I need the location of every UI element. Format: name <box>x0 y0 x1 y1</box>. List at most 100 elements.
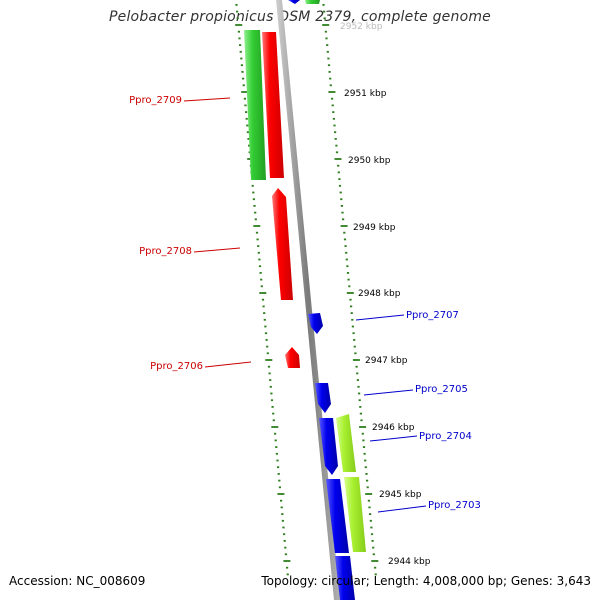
gene-label-ppro-2706[interactable]: Ppro_2706 <box>150 361 203 372</box>
minor-tick <box>364 466 367 469</box>
minor-tick <box>363 452 366 455</box>
minor-tick <box>274 432 277 435</box>
major-tick <box>340 225 348 227</box>
minor-tick <box>338 178 341 180</box>
minor-tick <box>275 446 278 448</box>
kbp-labels: 2952 kbp 2951 kbp 2950 kbp 2949 kbp 2948… <box>340 22 431 567</box>
gene-ppro-2708[interactable] <box>272 188 293 300</box>
minor-tick <box>236 17 239 20</box>
minor-tick <box>272 419 275 422</box>
minor-tick <box>337 164 340 167</box>
minor-tick <box>284 553 287 556</box>
minor-tick <box>255 231 259 234</box>
minor-tick <box>349 298 352 301</box>
minor-tick <box>244 104 247 107</box>
minor-tick <box>264 325 267 328</box>
minor-tick <box>370 533 374 536</box>
minor-tick <box>278 486 281 489</box>
minor-tick <box>252 191 255 194</box>
kbp-label: 2945 kbp <box>379 490 422 500</box>
gene-label-ppro-2707[interactable]: Ppro_2707 <box>406 310 459 321</box>
major-tick <box>371 560 379 562</box>
minor-tick <box>276 459 279 462</box>
minor-tick <box>366 486 369 489</box>
gene-label-ppro-2704[interactable]: Ppro_2704 <box>419 431 472 442</box>
minor-tick <box>331 104 334 107</box>
minor-tick <box>347 278 350 281</box>
minor-tick <box>239 44 242 46</box>
minor-tick <box>240 57 243 60</box>
minor-tick <box>281 513 284 515</box>
minor-tick <box>284 546 287 549</box>
minor-tick <box>242 84 245 87</box>
gene-label-ppro-2709[interactable]: Ppro_2709 <box>129 95 182 106</box>
minor-tick <box>346 265 349 268</box>
minor-tick <box>265 339 268 341</box>
minor-tick <box>343 238 347 241</box>
minor-tick <box>331 97 334 100</box>
gene-ppro-2707[interactable] <box>308 313 323 334</box>
gene-red-top[interactable] <box>262 32 284 178</box>
minor-tick <box>338 184 342 187</box>
gene-ppro-2706[interactable] <box>285 347 300 368</box>
minor-tick <box>280 499 283 502</box>
minor-tick <box>358 399 361 402</box>
minor-tick <box>260 285 263 288</box>
minor-tick <box>243 97 246 100</box>
gene-ppro-2703[interactable] <box>326 479 349 553</box>
gene-label-ppro-2708[interactable]: Ppro_2708 <box>139 246 192 257</box>
major-tick <box>277 493 285 495</box>
minor-tick <box>266 352 269 355</box>
minor-tick <box>345 258 348 261</box>
minor-tick <box>366 479 369 482</box>
minor-tick <box>355 365 358 368</box>
minor-tick <box>351 325 354 328</box>
minor-tick <box>323 17 326 20</box>
minor-tick <box>346 272 350 274</box>
minor-tick <box>369 513 372 515</box>
gene-label-ppro-2705[interactable]: Ppro_2705 <box>415 384 468 395</box>
minor-tick <box>245 111 248 113</box>
gene-lime-2703[interactable] <box>344 477 366 552</box>
gene-ppro-2709[interactable] <box>244 30 266 180</box>
major-tick <box>328 91 336 93</box>
minor-tick <box>334 138 337 140</box>
gene-fragment-top-green[interactable] <box>305 0 320 4</box>
gene-fragment-top-blue[interactable] <box>288 0 300 4</box>
minor-tick <box>281 519 284 522</box>
minor-tick <box>237 30 240 33</box>
minor-tick <box>274 439 277 442</box>
minor-tick <box>262 305 265 308</box>
minor-tick <box>254 211 257 214</box>
minor-tick <box>238 37 241 40</box>
minor-tick <box>278 479 281 482</box>
gene-bottom-blue[interactable] <box>335 556 355 600</box>
gene-ppro-2705[interactable] <box>315 383 331 413</box>
minor-tick <box>254 218 257 221</box>
minor-tick <box>286 573 289 576</box>
minor-tick <box>345 251 348 254</box>
gene-ppro-2704[interactable] <box>319 418 338 475</box>
minor-tick <box>372 546 375 549</box>
minor-tick <box>268 372 271 375</box>
minor-tick <box>371 540 374 542</box>
minor-tick <box>364 459 367 462</box>
gene-lime-2704[interactable] <box>336 414 356 472</box>
major-tick <box>253 225 261 227</box>
minor-tick <box>340 205 343 207</box>
gene-label-ppro-2703[interactable]: Ppro_2703 <box>428 500 481 511</box>
minor-tick <box>368 506 371 509</box>
major-tick <box>346 292 354 294</box>
minor-tick <box>335 151 339 154</box>
kbp-label: 2952 kbp <box>340 22 383 32</box>
minor-tick <box>354 352 357 355</box>
minor-tick <box>240 64 243 67</box>
minor-tick <box>365 473 368 475</box>
minor-tick <box>246 124 249 127</box>
minor-tick <box>248 144 251 147</box>
minor-tick <box>337 171 340 174</box>
minor-tick <box>270 399 274 402</box>
minor-tick <box>356 379 359 381</box>
genes-layer <box>244 0 366 600</box>
major-tick <box>365 493 373 495</box>
